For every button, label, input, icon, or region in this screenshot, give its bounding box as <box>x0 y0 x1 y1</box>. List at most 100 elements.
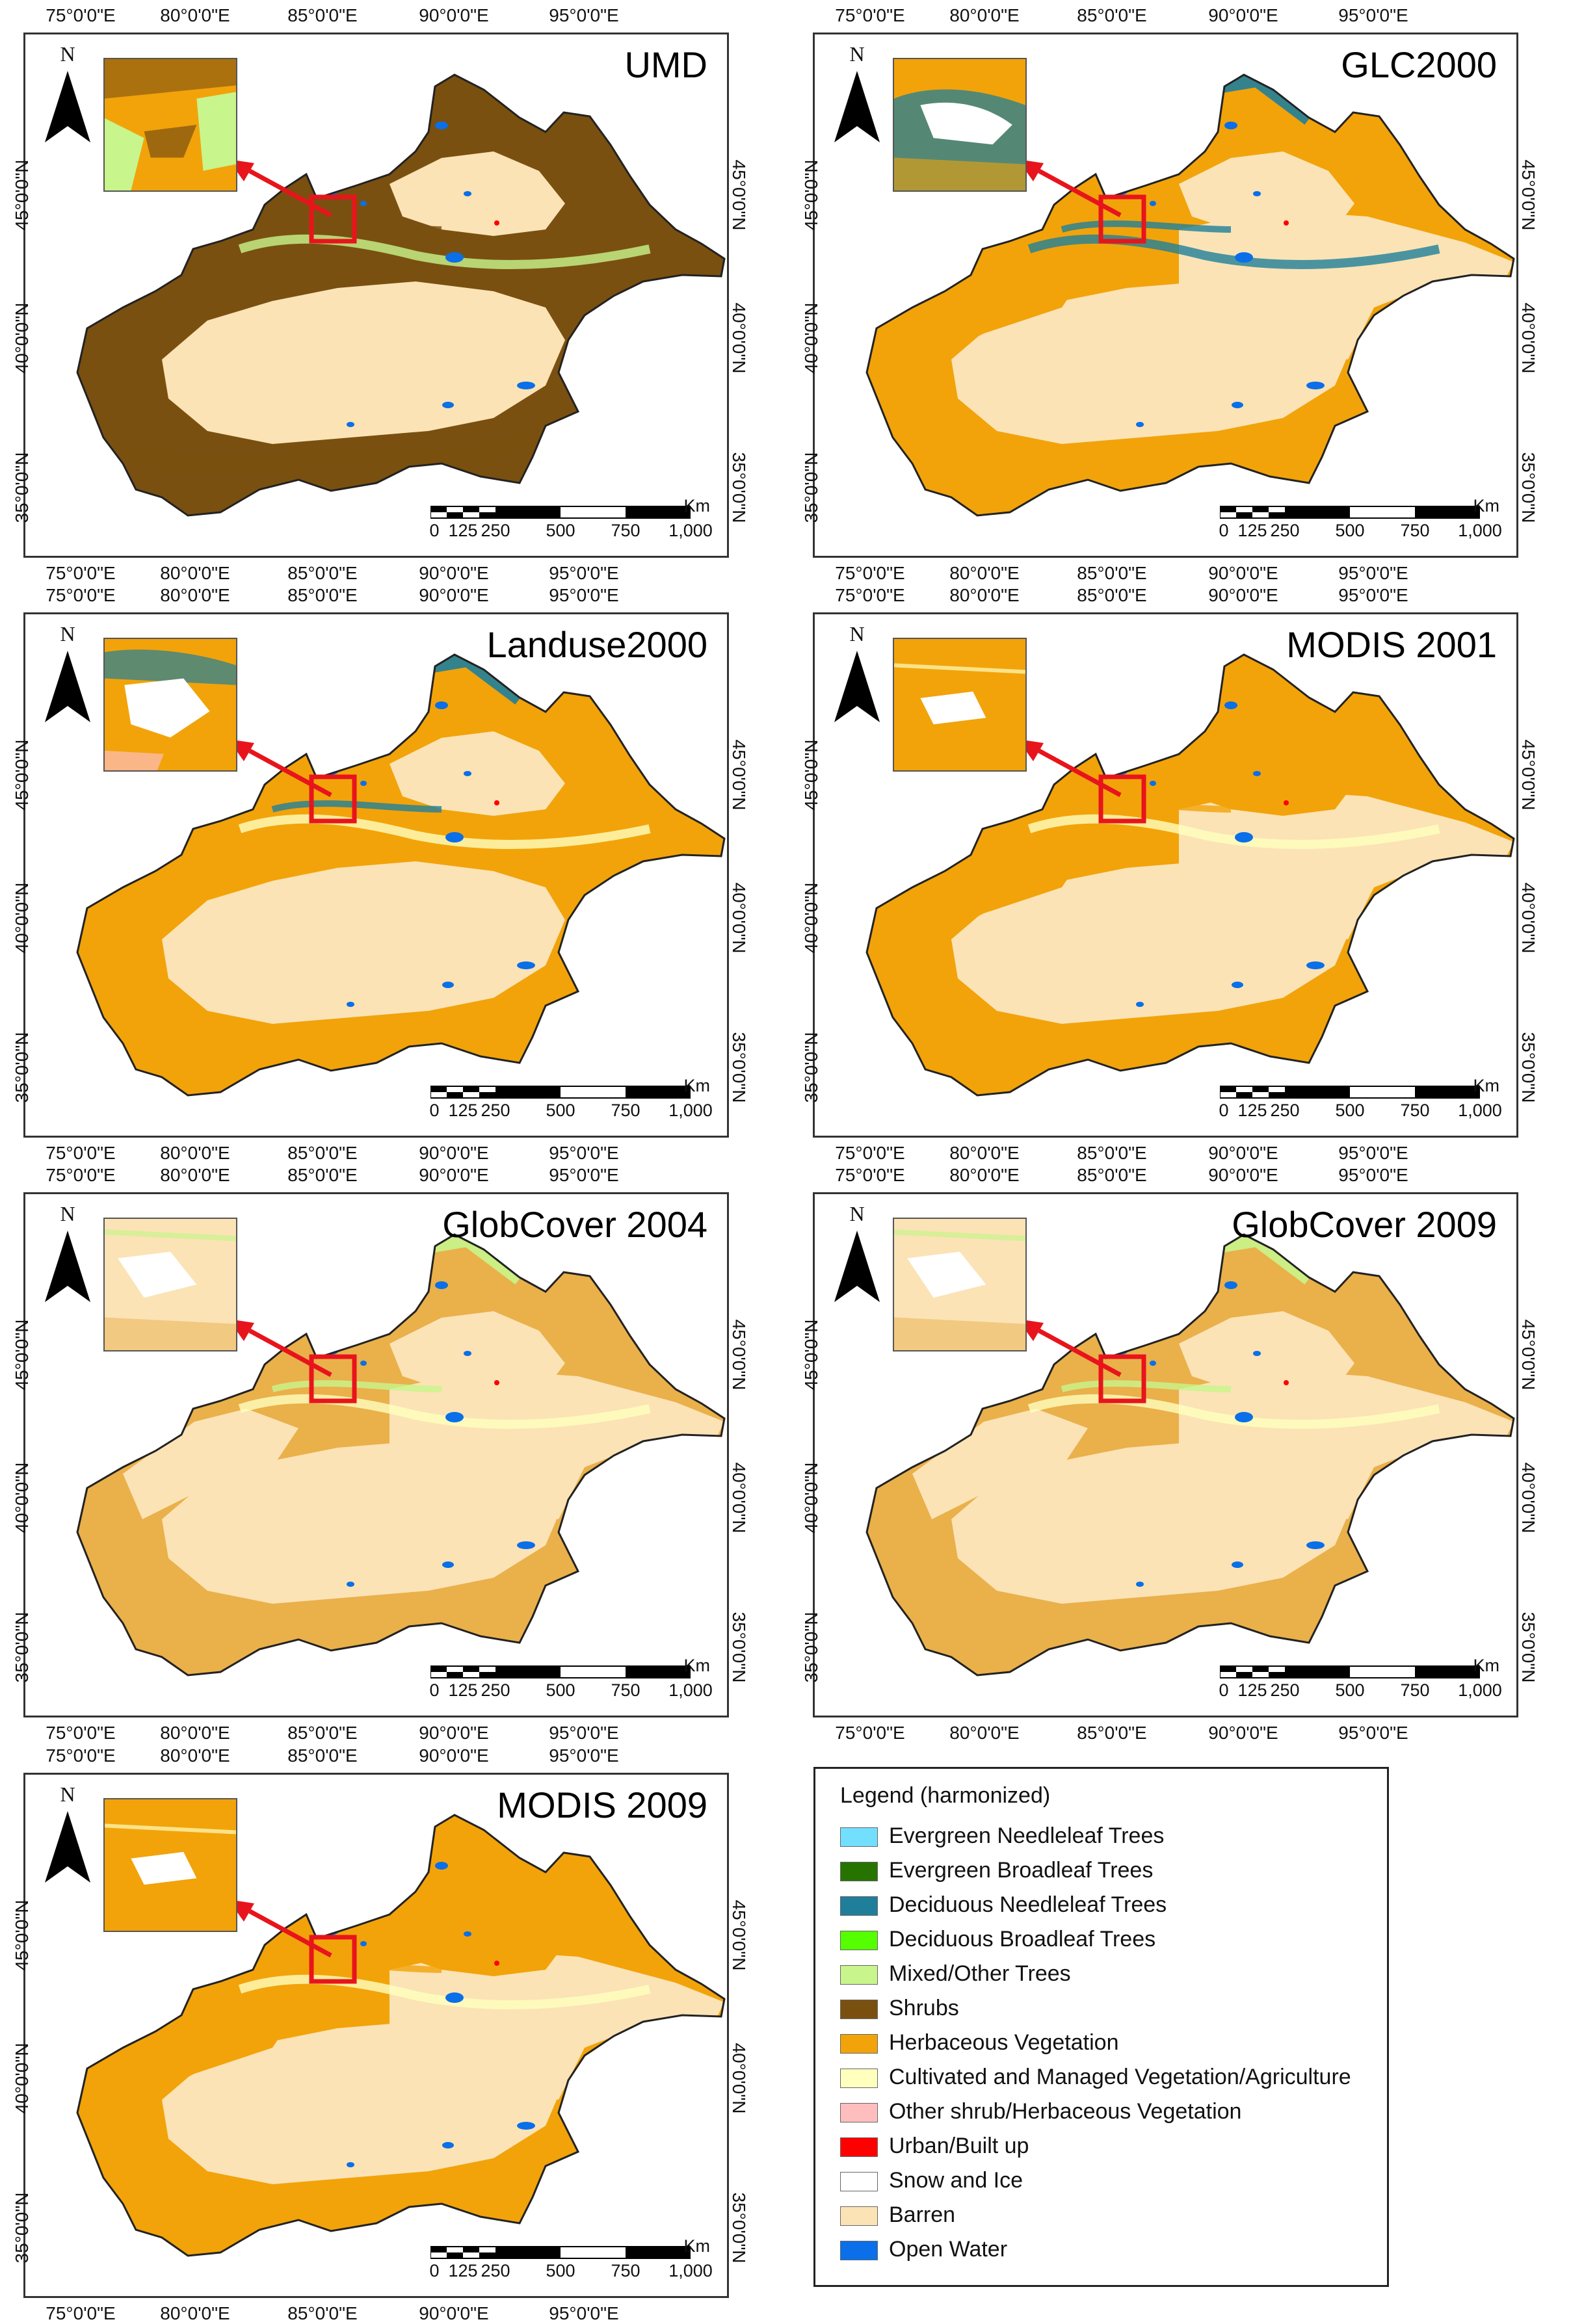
scale-label: 1,000 <box>668 1680 713 1700</box>
legend-label: Snow and Ice <box>889 2168 1023 2193</box>
scale-label: 125 <box>1237 521 1267 540</box>
scale-label: 1,000 <box>668 521 713 540</box>
longitude-tick: 90°0'0"E <box>419 585 489 605</box>
panel-title: MODIS 2009 <box>497 1784 707 1825</box>
region-outline <box>76 653 726 1097</box>
lake <box>347 1582 354 1587</box>
legend-swatch <box>840 2103 878 2122</box>
lake <box>442 2142 454 2148</box>
scale-label: 1,000 <box>1458 1680 1502 1700</box>
longitude-tick: 80°0'0"E <box>160 1723 230 1743</box>
scale-unit: Km <box>1473 496 1500 516</box>
longitude-tick: 85°0'0"E <box>1077 585 1147 605</box>
longitude-tick: 90°0'0"E <box>419 2303 489 2323</box>
dzungarian-basin <box>1179 151 1354 236</box>
latitude-tick: 45°0'0"N <box>12 739 32 811</box>
legend-swatch <box>840 2172 878 2191</box>
latitude-tick: 35°0'0"N <box>1518 1032 1538 1103</box>
region-outline <box>76 1814 726 2257</box>
lake <box>1306 382 1325 389</box>
longitude-tick: 90°0'0"E <box>1208 1723 1278 1743</box>
zoom-inset <box>893 58 1027 192</box>
scale-label: 750 <box>611 2261 640 2280</box>
legend-label: Cultivated and Managed Vegetation/Agricu… <box>889 2065 1351 2089</box>
zoom-box <box>309 194 357 244</box>
dzungarian-basin <box>389 151 565 236</box>
lake <box>464 1351 471 1356</box>
latitude-tick: 40°0'0"N <box>12 2043 32 2114</box>
latitude-tick: 45°0'0"N <box>801 159 821 231</box>
urban-spot <box>1284 1380 1289 1385</box>
latitude-tick: 40°0'0"N <box>12 882 32 954</box>
latitude-tick: 45°0'0"N <box>12 1319 32 1390</box>
land-cover-map <box>76 73 726 517</box>
longitude-tick: 95°0'0"E <box>549 1745 619 1766</box>
longitude-tick: 75°0'0"E <box>46 2303 116 2323</box>
zoom-arrow <box>1038 1328 1122 1377</box>
north-arrow-icon: N <box>38 1202 97 1312</box>
map-panel: N Landuse2000 Km 0 125 250 500 750 1,000 75°0'0"… <box>12 585 749 1163</box>
zoom-box <box>309 1935 357 1984</box>
lake <box>445 252 464 263</box>
map-frame: N MODIS 2009 Km 0 125 250 500 750 1,000 <box>23 1773 729 2298</box>
latitude-tick: 35°0'0"N <box>801 1032 821 1103</box>
north-label: N <box>60 1202 75 1225</box>
north-label: N <box>849 42 865 66</box>
legend-item: Urban/Built up <box>840 2132 1380 2161</box>
lake <box>1224 701 1237 709</box>
scale-unit: Km <box>683 1656 711 1675</box>
dzungarian-basin <box>1179 1311 1354 1396</box>
longitude-tick: 80°0'0"E <box>160 2303 230 2323</box>
latitude-tick: 35°0'0"N <box>1518 452 1538 523</box>
latitude-tick: 35°0'0"N <box>12 452 32 523</box>
legend: Legend (harmonized) Evergreen Needleleaf… <box>813 1767 1389 2287</box>
longitude-tick: 75°0'0"E <box>835 1723 905 1743</box>
scale-bar: Km 0 125 250 500 750 1,000 <box>429 1656 713 1701</box>
lake <box>1232 402 1243 408</box>
longitude-tick: 90°0'0"E <box>1208 563 1278 583</box>
lake <box>360 1361 367 1366</box>
latitude-tick: 40°0'0"N <box>801 1462 821 1534</box>
lake <box>1306 961 1325 969</box>
longitude-tick: 95°0'0"E <box>1338 1723 1408 1743</box>
lake <box>1224 122 1237 129</box>
latitude-tick: 40°0'0"N <box>729 882 749 954</box>
lake <box>406 1254 425 1264</box>
latitude-tick: 35°0'0"N <box>801 1612 821 1683</box>
urban-spot <box>1284 220 1289 226</box>
zoom-inset <box>103 58 237 192</box>
longitude-tick: 85°0'0"E <box>287 1143 358 1163</box>
zoom-arrow <box>248 748 332 798</box>
zoom-arrow <box>248 168 332 218</box>
lake <box>435 1281 448 1289</box>
longitude-tick: 90°0'0"E <box>419 563 489 583</box>
longitude-tick: 75°0'0"E <box>835 563 905 583</box>
legend-item: Snow and Ice <box>840 2167 1380 2195</box>
region-outline <box>76 73 726 517</box>
longitude-tick: 85°0'0"E <box>287 5 358 25</box>
legend-swatch <box>840 2137 878 2157</box>
scale-label: 500 <box>1335 1680 1365 1700</box>
latitude-tick: 35°0'0"N <box>12 1032 32 1103</box>
map-frame: N MODIS 2001 Km 0 125 250 500 750 1,000 <box>813 612 1518 1138</box>
scale-label: 250 <box>481 521 510 540</box>
scale-label: 0 <box>1219 521 1229 540</box>
lake <box>1253 191 1261 196</box>
zoom-inset <box>103 638 237 772</box>
longitude-tick: 95°0'0"E <box>1338 563 1408 583</box>
scale-label: 500 <box>546 1101 575 1120</box>
zoom-inset <box>893 1218 1027 1351</box>
longitude-tick: 85°0'0"E <box>287 1723 358 1743</box>
lake <box>435 1862 448 1870</box>
latitude-tick: 45°0'0"N <box>1518 739 1538 811</box>
scale-label: 0 <box>429 1680 440 1700</box>
lake <box>1224 1281 1237 1289</box>
dzungarian-basin <box>389 731 565 816</box>
north-arrow-icon: N <box>828 1202 886 1312</box>
legend-item: Shrubs <box>840 1994 1380 2023</box>
legend-label: Evergreen Needleleaf Trees <box>889 1823 1165 1848</box>
longitude-tick: 85°0'0"E <box>287 1165 358 1185</box>
lake <box>464 1931 471 1937</box>
lake <box>517 2122 535 2130</box>
map-frame: N GlobCover 2004 Km 0 125 250 500 750 1,000 <box>23 1192 729 1717</box>
